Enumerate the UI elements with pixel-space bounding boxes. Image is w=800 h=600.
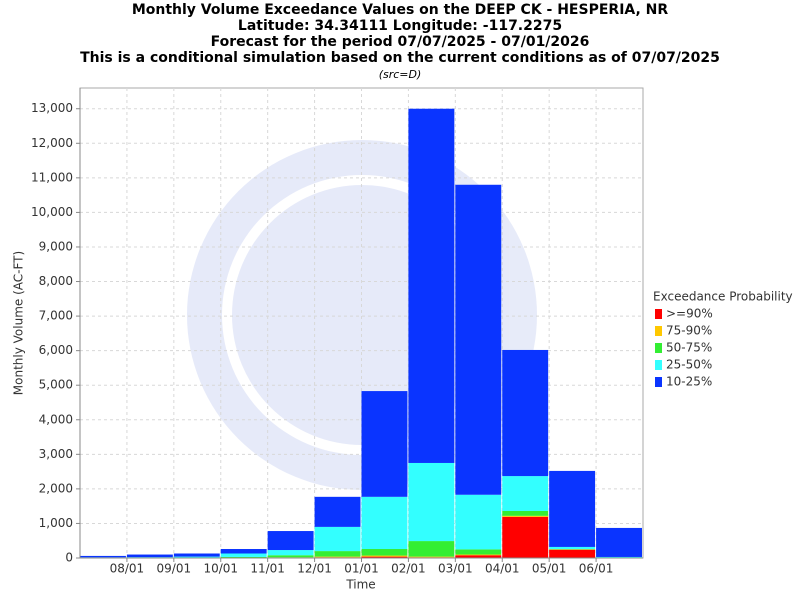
- legend-swatch: [655, 326, 662, 336]
- bar-segment: [502, 476, 549, 511]
- x-tick-label: 08/01: [110, 562, 145, 576]
- x-tick-label: 03/01: [438, 562, 473, 576]
- y-tick-label: 0: [65, 551, 73, 565]
- y-tick-label: 10,000: [31, 205, 73, 219]
- y-tick-label: 11,000: [31, 170, 73, 184]
- bar-segment: [314, 556, 361, 558]
- legend-swatch: [655, 309, 662, 319]
- y-tick-label: 5,000: [39, 378, 73, 392]
- bar-segment: [220, 549, 267, 554]
- legend-label: 25-50%: [666, 358, 712, 372]
- legend-swatch: [655, 377, 662, 387]
- bar-segment: [502, 516, 549, 558]
- bar-segment: [267, 550, 314, 556]
- bar-segment: [502, 511, 549, 516]
- bar-segment: [408, 462, 455, 542]
- bar-segment: [361, 391, 408, 497]
- y-tick-label: 1,000: [39, 516, 73, 530]
- bar-segment: [361, 555, 408, 557]
- bar-segment: [173, 556, 220, 558]
- legend-label: 50-75%: [666, 341, 712, 355]
- bar-segment: [314, 526, 361, 552]
- bar-segment: [408, 108, 455, 463]
- y-tick-label: 2,000: [39, 481, 73, 495]
- x-tick-label: 04/01: [485, 562, 520, 576]
- bar-segment: [596, 556, 642, 558]
- bar-segment: [126, 554, 173, 558]
- legend-label: 75-90%: [666, 324, 712, 338]
- bar-segment: [549, 549, 596, 558]
- chart-title: Latitude: 34.34111 Longitude: -117.2275: [238, 18, 562, 34]
- y-tick-label: 13,000: [31, 101, 73, 115]
- x-tick-label: 10/01: [203, 562, 238, 576]
- bar-segment: [596, 527, 642, 557]
- bar-segment: [361, 549, 408, 556]
- chart-title: Monthly Volume Exceedance Values on the …: [132, 2, 669, 18]
- legend-label: >=90%: [666, 307, 713, 321]
- y-tick-label: 6,000: [39, 343, 73, 357]
- bar-segment: [455, 549, 502, 555]
- bar-segment: [314, 496, 361, 527]
- bar-segment: [314, 551, 361, 557]
- bar-segment: [549, 470, 596, 547]
- y-tick-label: 12,000: [31, 136, 73, 150]
- x-tick-label: 05/01: [532, 562, 567, 576]
- legend-label: 10-25%: [666, 375, 712, 389]
- x-tick-label: 02/01: [391, 562, 426, 576]
- x-tick-label: 09/01: [157, 562, 192, 576]
- x-tick-label: 06/01: [579, 562, 614, 576]
- y-tick-label: 4,000: [39, 412, 73, 426]
- y-axis-label: Monthly Volume (AC-FT): [12, 251, 26, 395]
- x-tick-label: 12/01: [297, 562, 332, 576]
- bar-segment: [126, 557, 173, 558]
- bar-segment: [408, 556, 455, 558]
- y-tick-label: 9,000: [39, 239, 73, 253]
- bar-segment: [173, 553, 220, 557]
- bar-segment: [455, 184, 502, 495]
- chart-title: Forecast for the period 07/07/2025 - 07/…: [211, 34, 590, 50]
- bar-segment: [549, 546, 596, 550]
- x-tick-label: 11/01: [250, 562, 285, 576]
- bar-segment: [455, 494, 502, 550]
- bar-segment: [80, 555, 126, 558]
- legend-swatch: [655, 360, 662, 370]
- y-tick-label: 3,000: [39, 447, 73, 461]
- bar-segment: [267, 555, 314, 558]
- x-axis-label: Time: [345, 578, 375, 592]
- subtitle: (src=D): [379, 68, 422, 81]
- bar-segment: [408, 541, 455, 557]
- legend-title: Exceedance Probability: [653, 290, 793, 304]
- bar-segment: [220, 556, 267, 558]
- bar-segment: [361, 556, 408, 558]
- bar-segment: [502, 349, 549, 477]
- y-tick-label: 8,000: [39, 274, 73, 288]
- bar-segment: [502, 515, 549, 517]
- bar-segment: [455, 554, 502, 556]
- y-tick-label: 7,000: [39, 309, 73, 323]
- chart-title: This is a conditional simulation based o…: [80, 50, 720, 66]
- legend-swatch: [655, 343, 662, 353]
- bar-segment: [220, 553, 267, 557]
- x-tick-label: 01/01: [344, 562, 379, 576]
- bar-segment: [361, 496, 408, 550]
- bar-segment: [455, 555, 502, 558]
- bar-segment: [267, 531, 314, 551]
